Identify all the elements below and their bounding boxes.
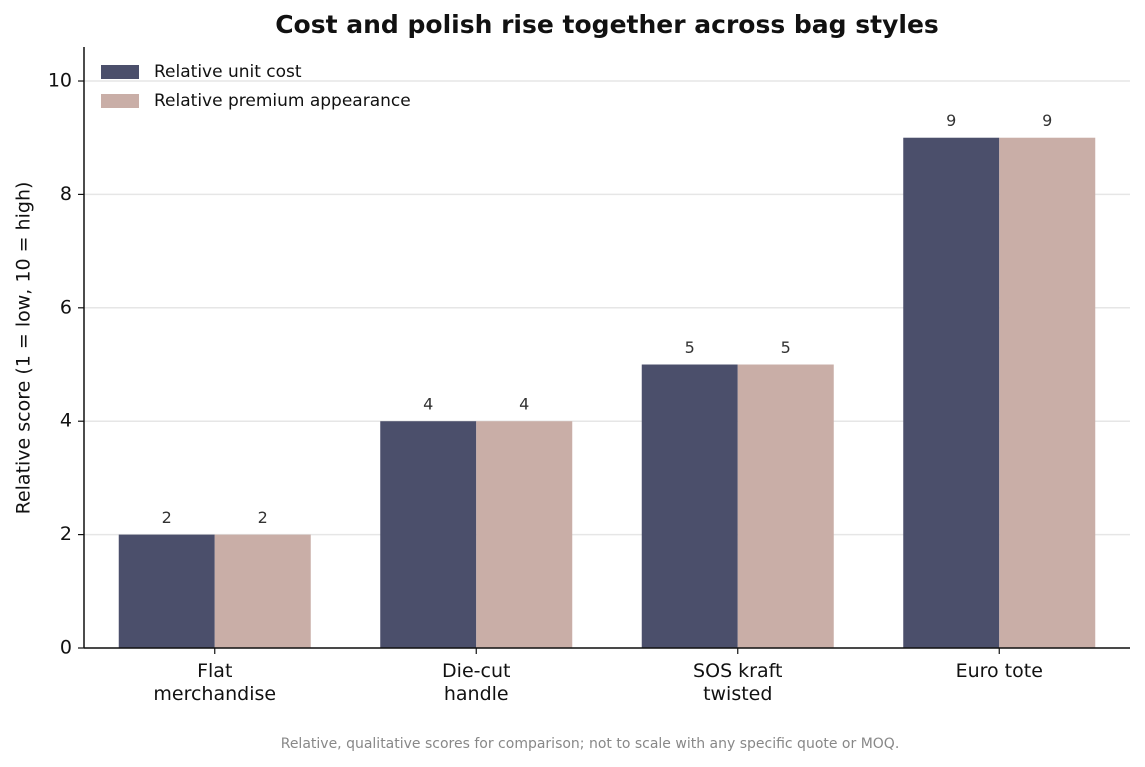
x-tick-label: Euro tote xyxy=(955,660,1043,682)
legend-swatch xyxy=(101,94,139,108)
bar xyxy=(737,364,834,648)
legend-label: Relative premium appearance xyxy=(154,91,411,111)
y-tick-label: 2 xyxy=(60,523,72,545)
x-tick-label: Flat merchandise xyxy=(153,660,277,705)
footnote: Relative, qualitative scores for compari… xyxy=(281,736,900,752)
x-tick-label: Die-cut handle xyxy=(442,660,511,705)
y-tick-label: 6 xyxy=(60,296,72,318)
value-label: 9 xyxy=(1042,111,1052,130)
bar xyxy=(476,421,573,648)
value-label: 2 xyxy=(258,508,268,527)
bar xyxy=(118,534,215,648)
value-label: 5 xyxy=(685,338,695,357)
bar xyxy=(999,137,1096,648)
value-label: 5 xyxy=(781,338,791,357)
y-axis-label: Relative score (1 = low, 10 = high) xyxy=(13,182,35,515)
y-tick-label: 0 xyxy=(60,637,72,659)
bar xyxy=(641,364,738,648)
y-tick-label: 8 xyxy=(60,183,72,205)
x-tick-label: SOS kraft twisted xyxy=(693,660,783,705)
value-label: 4 xyxy=(423,395,433,414)
bar xyxy=(903,137,1000,648)
value-label: 2 xyxy=(162,508,172,527)
y-tick-label: 10 xyxy=(48,70,72,92)
bar xyxy=(214,534,311,648)
bar xyxy=(380,421,477,648)
value-label: 4 xyxy=(519,395,529,414)
chart-title: Cost and polish rise together across bag… xyxy=(275,10,939,39)
legend-label: Relative unit cost xyxy=(154,62,302,82)
y-tick-label: 4 xyxy=(60,410,72,432)
value-label: 9 xyxy=(946,111,956,130)
legend-swatch xyxy=(101,65,139,79)
